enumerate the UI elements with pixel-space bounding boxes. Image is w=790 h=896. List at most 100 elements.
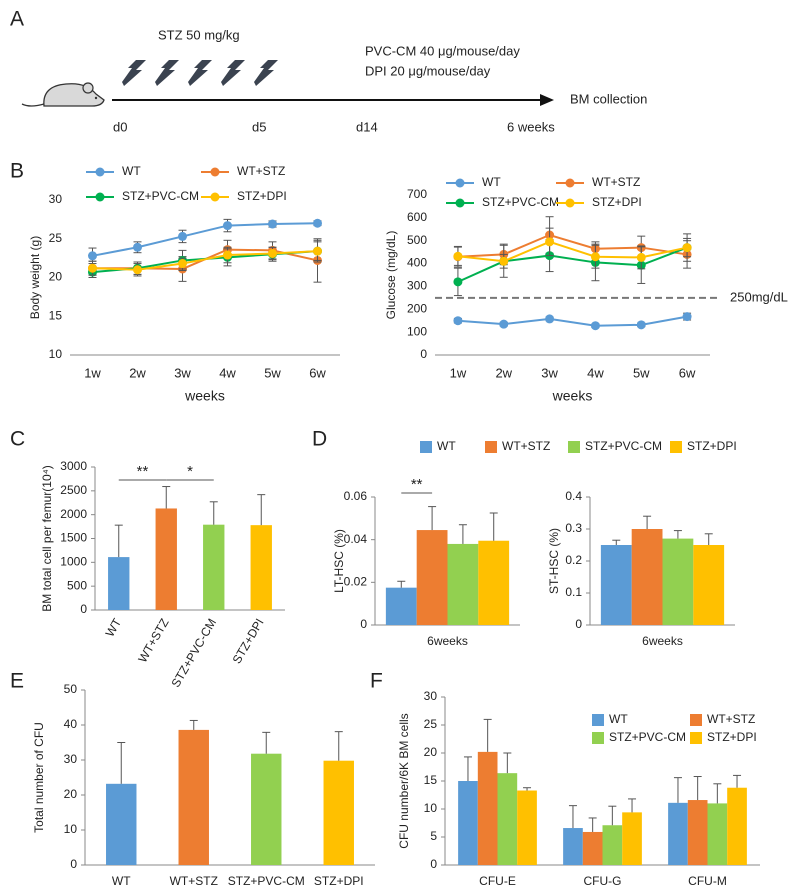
bar bbox=[458, 781, 478, 865]
y-tick-label: 0.04 bbox=[344, 532, 368, 546]
bar bbox=[622, 812, 642, 865]
bar bbox=[250, 525, 272, 610]
point bbox=[313, 218, 322, 228]
y-tick-label: 25 bbox=[49, 231, 63, 245]
y-axis-label: ST-HSC (%) bbox=[547, 528, 561, 594]
x-tick-label: STZ+PVC-CM bbox=[228, 874, 305, 888]
point bbox=[453, 251, 463, 261]
legend-label: WT bbox=[609, 712, 628, 726]
point bbox=[545, 314, 555, 324]
bar bbox=[517, 790, 537, 865]
y-tick-label: 0.1 bbox=[565, 585, 582, 599]
point bbox=[133, 242, 142, 252]
bar bbox=[668, 802, 688, 865]
injection-icon bbox=[155, 60, 179, 86]
x-tick-label: 6w bbox=[679, 365, 696, 380]
injection-icon bbox=[254, 60, 278, 86]
series-line bbox=[457, 233, 688, 258]
bar bbox=[108, 557, 130, 610]
bar bbox=[497, 773, 518, 865]
x-tick-label: WT bbox=[112, 874, 131, 888]
legend-swatch bbox=[420, 441, 432, 453]
y-tick-label: 2500 bbox=[60, 483, 87, 497]
timepoint-label: d14 bbox=[356, 119, 378, 134]
x-tick-label: STZ+PVC-CM bbox=[168, 616, 219, 690]
y-axis-label: CFU number/6K BM cells bbox=[397, 713, 411, 848]
x-tick-label: 4w bbox=[219, 365, 236, 380]
x-tick-label: 1w bbox=[84, 365, 101, 380]
x-tick-label: STZ+DPI bbox=[314, 874, 364, 888]
bar bbox=[600, 545, 632, 625]
significance-label: * bbox=[187, 463, 193, 480]
x-tick-label: WT+STZ bbox=[170, 874, 218, 888]
y-tick-label: 10 bbox=[424, 801, 438, 815]
y-tick-label: 2000 bbox=[60, 507, 87, 521]
y-tick-label: 200 bbox=[407, 301, 427, 315]
y-tick-label: 600 bbox=[407, 210, 427, 224]
x-tick-label: CFU-M bbox=[688, 874, 727, 888]
y-tick-label: 10 bbox=[49, 347, 63, 361]
point bbox=[636, 252, 646, 262]
legend-marker bbox=[210, 167, 220, 177]
point bbox=[178, 231, 187, 241]
point bbox=[682, 312, 692, 322]
legend-swatch bbox=[592, 714, 604, 726]
x-axis-label: weeks bbox=[552, 388, 593, 404]
legend-marker bbox=[95, 167, 105, 177]
x-tick-label: 5w bbox=[633, 365, 650, 380]
bar bbox=[323, 760, 354, 865]
bar bbox=[203, 524, 225, 610]
point bbox=[88, 263, 97, 273]
therapy-label: PVC-CM 40 μg/mouse/day bbox=[365, 43, 520, 58]
panel-letter: E bbox=[10, 670, 24, 693]
y-tick-label: 5 bbox=[430, 829, 437, 843]
bar bbox=[155, 508, 177, 610]
bar bbox=[477, 751, 498, 865]
y-tick-label: 0.2 bbox=[565, 553, 582, 567]
y-tick-label: 0 bbox=[360, 617, 367, 631]
x-tick-label: 2w bbox=[495, 365, 512, 380]
injection-icon bbox=[122, 60, 146, 86]
y-tick-label: 30 bbox=[424, 689, 438, 703]
y-tick-label: 400 bbox=[407, 256, 427, 270]
y-tick-label: 0 bbox=[70, 857, 77, 871]
point bbox=[178, 259, 187, 269]
y-tick-label: 10 bbox=[64, 822, 78, 836]
bar bbox=[727, 787, 747, 865]
y-tick-label: 500 bbox=[407, 233, 427, 247]
panel-letter: D bbox=[312, 428, 327, 451]
significance-label: ** bbox=[411, 476, 423, 493]
treatment-label: STZ 50 mg/kg bbox=[158, 27, 240, 42]
timepoint-label: d5 bbox=[252, 119, 266, 134]
point bbox=[453, 277, 463, 287]
legend-label: STZ+DPI bbox=[237, 189, 287, 203]
x-tick-label: WT bbox=[103, 616, 125, 640]
y-tick-label: 20 bbox=[64, 787, 78, 801]
x-tick-label: 4w bbox=[587, 365, 604, 380]
legend-label: STZ+PVC-CM bbox=[609, 730, 686, 744]
y-tick-label: 15 bbox=[49, 308, 63, 322]
bar bbox=[707, 803, 728, 865]
x-tick-label: 1w bbox=[450, 365, 467, 380]
bar bbox=[662, 538, 694, 625]
bar bbox=[106, 783, 137, 865]
y-axis-label: Glucose (mg/dL) bbox=[384, 231, 398, 320]
series-line bbox=[457, 240, 688, 263]
significance-label: ** bbox=[137, 463, 149, 480]
point bbox=[590, 252, 600, 262]
x-tick-label: 3w bbox=[174, 365, 191, 380]
x-tick-label: STZ+DPI bbox=[230, 616, 267, 666]
legend-label: WT bbox=[482, 175, 501, 189]
timepoint-label: d0 bbox=[113, 119, 127, 134]
y-axis-label: Body weight (g) bbox=[28, 236, 42, 319]
y-tick-label: 700 bbox=[407, 187, 427, 201]
bar bbox=[602, 825, 623, 865]
legend-marker bbox=[565, 178, 575, 188]
legend-label: STZ+PVC-CM bbox=[585, 439, 662, 453]
legend-marker bbox=[565, 198, 575, 208]
bar bbox=[447, 543, 479, 625]
y-tick-label: 30 bbox=[64, 752, 78, 766]
point bbox=[499, 319, 509, 329]
y-tick-label: 500 bbox=[67, 578, 87, 592]
